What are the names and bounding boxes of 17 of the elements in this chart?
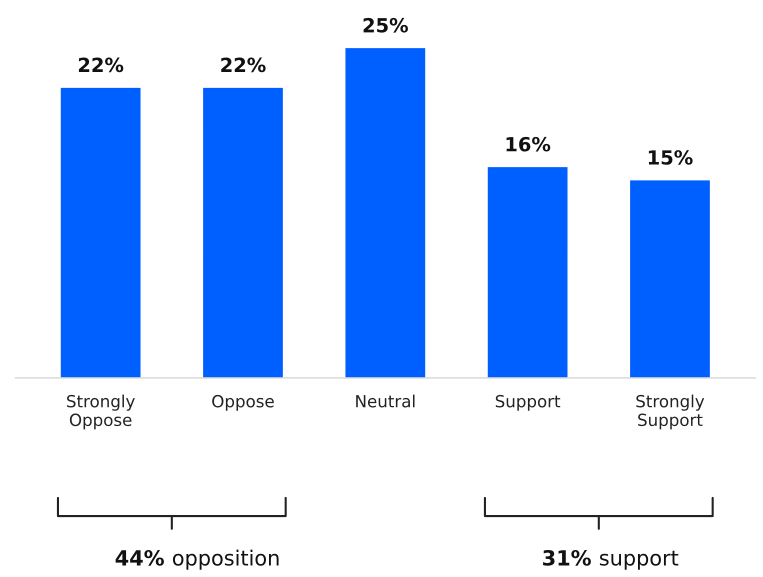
bar <box>344 46 427 378</box>
data-label: 25% <box>364 18 408 33</box>
bar <box>59 86 142 378</box>
bar <box>486 166 569 378</box>
data-label: 16% <box>506 136 550 152</box>
x-tick-label: Strongly Oppose <box>67 394 135 430</box>
bar <box>202 86 284 378</box>
data-label: 22% <box>221 58 266 72</box>
x-tick-label: Neutral <box>356 394 415 408</box>
bar <box>628 178 712 378</box>
data-label: 22% <box>78 58 124 72</box>
x-tick-label: Oppose <box>212 394 274 411</box>
x-tick-label: Support <box>496 394 560 411</box>
data-label: 15% <box>648 150 693 165</box>
text: 31% support <box>543 550 678 570</box>
x-tick-label: Strongly Support <box>636 394 704 430</box>
text: 44% opposition <box>116 550 279 570</box>
